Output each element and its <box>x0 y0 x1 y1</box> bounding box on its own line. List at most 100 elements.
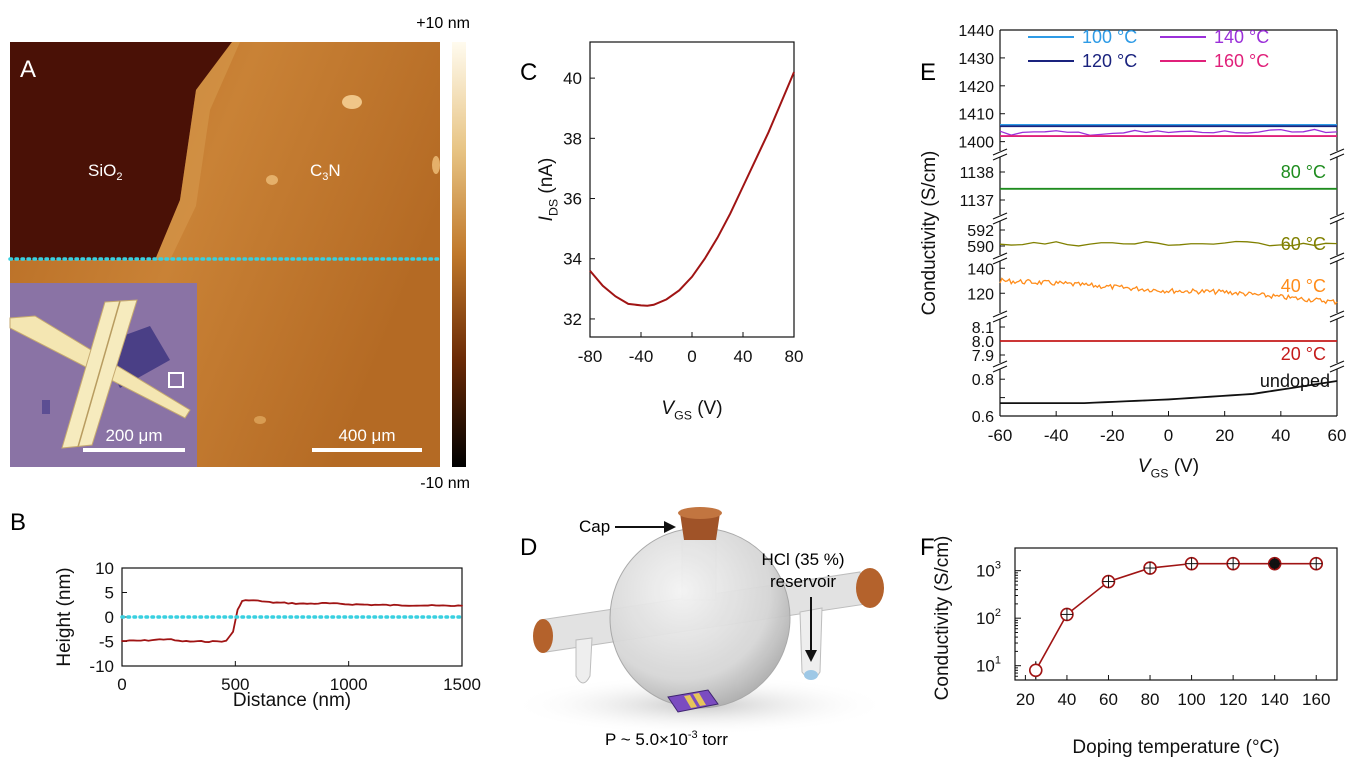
y-tick-label: 592 <box>967 223 994 240</box>
panel-letter-b: B <box>10 509 26 536</box>
y-tick-label: 8.1 <box>972 320 994 337</box>
y-tick-label: 1137 <box>960 193 995 210</box>
x-tick-label: -80 <box>578 347 603 366</box>
series-line <box>999 240 1338 247</box>
inset-marker-box <box>168 372 184 388</box>
x-tick-label: 40 <box>1271 426 1290 445</box>
y-tick-label: 1420 <box>958 79 994 96</box>
panel-letter-d: D <box>520 534 537 561</box>
panel-letter-f: F <box>920 534 935 561</box>
series-line <box>999 128 1338 136</box>
legend-label: 120 °C <box>1082 51 1137 71</box>
left-end-cap <box>533 619 553 653</box>
x-tick-label: 0 <box>117 675 126 694</box>
inset-optical-image: 200 μm <box>9 283 197 467</box>
axis-break-mark <box>1329 252 1345 260</box>
axis-break-mark <box>1329 217 1345 225</box>
axis-break-gap <box>992 215 1008 221</box>
chart-f: 101 102 103 20 40 60 80 100 120 140 160 Doping temp… <box>932 536 1338 758</box>
axis-break-mark <box>992 148 1008 156</box>
axis-break-mark <box>992 257 1008 265</box>
axis-break-mark <box>992 310 1008 318</box>
x-tick-label: 100 <box>1177 690 1205 709</box>
colorbar-max-label: +10 nm <box>416 15 470 32</box>
x-tick-label: 1000 <box>330 675 368 694</box>
axis-break-mark <box>992 365 1008 373</box>
x-tick-label: -60 <box>988 426 1013 445</box>
x-tick-label: 20 <box>1016 690 1035 709</box>
inline-series-label: 80 °C <box>1281 162 1326 182</box>
axis-break-gap <box>1329 313 1345 319</box>
axis-break-mark <box>992 217 1008 225</box>
panel-letter-e: E <box>920 59 936 86</box>
x-tick-label: -40 <box>629 347 654 366</box>
y-tick-label: 34 <box>563 250 582 269</box>
legend-label: 140 °C <box>1214 27 1269 47</box>
y-tick-label: 101 <box>976 655 1001 676</box>
colorbar-min-label: -10 nm <box>420 475 470 492</box>
label-reservoir: reservoir <box>770 572 836 591</box>
axis-break-gap <box>1329 151 1345 157</box>
inline-series-label: 20 °C <box>1281 344 1326 364</box>
height-profile-line <box>121 599 463 643</box>
y-tick-label: -10 <box>89 657 114 676</box>
legend-label: 100 °C <box>1082 27 1137 47</box>
connecting-line <box>1035 562 1317 671</box>
axis-break-mark <box>992 153 1008 161</box>
axis-break-mark <box>1329 257 1345 265</box>
axis-break-mark <box>992 252 1008 260</box>
series-line <box>1000 380 1338 405</box>
sio2-region <box>10 42 232 260</box>
left-tube-leg <box>575 637 593 684</box>
y-tick-label: 8.0 <box>972 334 994 351</box>
y-tick-label: 1400 <box>958 135 994 152</box>
scale-label-inset: 200 μm <box>105 426 162 445</box>
axis-break-mark <box>992 212 1008 220</box>
axis-break-mark <box>992 315 1008 323</box>
label-pressure: P ~ 5.0×10-3 torr <box>605 729 728 749</box>
afm-spot <box>342 95 362 109</box>
plot-frame <box>1014 547 1338 681</box>
y-axis-title: Conductivity (S/cm) <box>932 536 953 701</box>
axis-break-gap <box>992 151 1008 157</box>
legend-label: 160 °C <box>1214 51 1269 71</box>
label-sio2: SiO2 <box>88 161 122 183</box>
y-tick-label: 140 <box>967 261 994 278</box>
x-tick-label: 20 <box>1215 426 1234 445</box>
x-tick-label: 80 <box>785 347 804 366</box>
y-tick-label: 590 <box>967 239 994 256</box>
y-tick-label: 0 <box>105 608 114 627</box>
label-c3n: C3N <box>310 161 341 183</box>
axis-break-mark <box>1329 148 1345 156</box>
y-tick-label: 1138 <box>960 165 995 182</box>
x-tick-label: 120 <box>1219 690 1247 709</box>
y-tick-label: 1430 <box>958 51 994 68</box>
y-tick-label: 32 <box>563 310 582 329</box>
x-tick-label: 0 <box>1164 426 1173 445</box>
chart-b: -10 -5 0 5 10 0 500 1000 1500 Distance (nm) Height… <box>54 559 481 711</box>
axis-break-mark <box>1329 365 1345 373</box>
x-tick-label: 0 <box>687 347 696 366</box>
y-axis-title: Height (nm) <box>54 567 75 666</box>
colorbar <box>452 42 466 467</box>
y-tick-label: 102 <box>976 607 1001 628</box>
axis-break-gap <box>1329 215 1345 221</box>
axis-break-mark <box>1329 310 1345 318</box>
axis-break-mark <box>1329 153 1345 161</box>
panel-letter-c: C <box>520 59 537 86</box>
axis-break-gap <box>992 255 1008 261</box>
y-tick-label: 40 <box>563 69 582 88</box>
y-tick-label: 38 <box>563 129 582 148</box>
hcl-liquid <box>804 670 818 680</box>
right-end-cap <box>856 568 884 608</box>
x-tick-label: 1500 <box>443 675 481 694</box>
label-hcl: HCl (35 %) <box>761 550 844 569</box>
x-tick-label: -40 <box>1044 426 1069 445</box>
y-tick-label: 0.6 <box>972 409 994 426</box>
y-tick-label: 103 <box>976 560 1001 581</box>
axis-break-mark <box>992 360 1008 368</box>
axis-break-gap <box>1329 255 1345 261</box>
scale-label-main: 400 μm <box>338 426 395 445</box>
flask-cap <box>680 513 720 540</box>
